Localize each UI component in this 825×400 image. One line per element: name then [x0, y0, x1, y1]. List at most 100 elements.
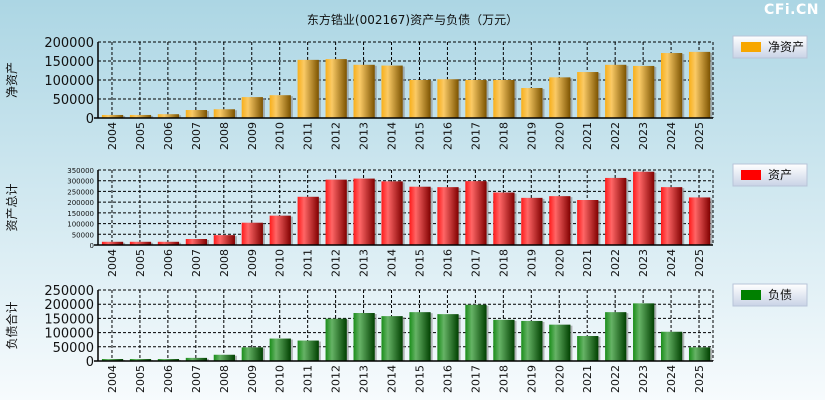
bar-2016: [437, 79, 459, 118]
x-tick-label: 2012: [330, 122, 343, 150]
x-tick-label: 2023: [637, 122, 650, 150]
bar-2025: [688, 347, 711, 361]
x-tick-label: 2017: [469, 122, 482, 150]
x-tick-label: 2018: [497, 365, 510, 393]
bar-2009: [241, 97, 263, 118]
y-tick-label: 0: [90, 242, 94, 250]
x-tick-label: 2013: [358, 249, 371, 277]
x-tick-label: 2004: [106, 249, 119, 277]
bar-2019: [521, 320, 543, 361]
y-tick-label: 250000: [67, 188, 94, 196]
x-tick-label: 2015: [413, 249, 426, 277]
x-tick-label: 2010: [274, 249, 287, 277]
x-tick-label: 2025: [693, 249, 706, 277]
x-tick-label: 2007: [190, 249, 203, 277]
x-tick-label: 2022: [609, 122, 622, 150]
bar-2022: [605, 64, 627, 118]
x-tick-label: 2007: [190, 365, 203, 393]
x-tick-label: 2021: [581, 365, 594, 393]
x-tick-label: 2010: [274, 365, 287, 393]
y-tick-label: 300000: [67, 178, 94, 186]
x-tick-label: 2006: [162, 122, 175, 150]
bar-2009: [241, 347, 263, 361]
y-tick-label: 0: [86, 355, 94, 370]
bar-2014: [381, 316, 403, 361]
x-tick-label: 2008: [218, 122, 231, 150]
x-tick-label: 2014: [386, 249, 399, 277]
bar-2008: [213, 235, 235, 245]
bar-2013: [353, 64, 375, 118]
x-tick-label: 2004: [106, 122, 119, 150]
bar-2006: [157, 241, 180, 245]
bar-2021: [577, 336, 599, 361]
legend-label: 净资产: [768, 40, 804, 54]
y-tick-label: 50000: [53, 341, 94, 356]
y-tick-label: 200000: [67, 199, 94, 207]
y-tick-label: 250000: [44, 284, 94, 299]
bar-2010: [269, 95, 291, 118]
y-tick-label: 150000: [44, 55, 94, 70]
bar-2016: [437, 187, 459, 245]
x-tick-label: 2018: [497, 122, 510, 150]
bar-2020: [549, 196, 571, 245]
y-tick-label: 100000: [44, 327, 94, 342]
y-tick-label: 0: [86, 112, 94, 127]
x-tick-label: 2017: [469, 249, 482, 277]
bar-2005: [129, 359, 152, 361]
bar-2013: [353, 178, 375, 245]
y-tick-label: 50000: [72, 231, 94, 239]
y-tick-label: 100000: [44, 74, 94, 89]
bar-2017: [465, 181, 487, 245]
bar-2020: [549, 77, 571, 118]
x-tick-label: 2015: [413, 365, 426, 393]
bar-2009: [241, 222, 263, 245]
bar-2020: [549, 324, 571, 361]
bar-2005: [129, 241, 152, 245]
x-tick-label: 2008: [218, 249, 231, 277]
bar-2024: [661, 331, 683, 361]
chart-title: 东方锆业(002167)资产与负债（万元）: [306, 13, 519, 27]
x-tick-label: 2025: [693, 365, 706, 393]
bar-2007: [185, 239, 208, 245]
bar-2011: [297, 196, 319, 245]
bar-2012: [325, 59, 347, 118]
x-tick-label: 2016: [441, 249, 454, 277]
bar-2024: [661, 53, 683, 118]
legend-label: 资产: [768, 168, 792, 182]
bar-2025: [688, 51, 711, 118]
x-tick-label: 2019: [525, 122, 538, 150]
x-tick-label: 2009: [246, 122, 259, 150]
x-tick-label: 2011: [302, 249, 315, 277]
x-tick-label: 2013: [358, 122, 371, 150]
legend: 资产: [732, 163, 808, 187]
bar-2005: [129, 114, 152, 118]
x-tick-label: 2025: [693, 122, 706, 150]
y-tick-label: 350000: [67, 167, 94, 175]
y-axis-label: 负债合计: [4, 301, 19, 349]
panel-1: 0 50000 100000 150000 200000 250000 300000 3500…: [5, 163, 808, 277]
bar-2022: [605, 312, 627, 361]
bar-2022: [605, 177, 627, 245]
y-tick-label: 200000: [44, 298, 94, 313]
x-tick-label: 2014: [386, 122, 399, 150]
x-tick-label: 2016: [441, 365, 454, 393]
x-tick-label: 2012: [330, 249, 343, 277]
x-tick-label: 2024: [665, 249, 678, 277]
x-tick-label: 2011: [302, 122, 315, 150]
bar-2023: [633, 171, 655, 245]
legend: 负债: [732, 283, 808, 307]
x-tick-label: 2016: [441, 122, 454, 150]
x-tick-label: 2023: [637, 365, 650, 393]
y-tick-label: 50000: [53, 93, 94, 108]
x-tick-label: 2010: [274, 122, 287, 150]
bar-2011: [297, 340, 319, 361]
x-tick-label: 2012: [330, 365, 343, 393]
legend-label: 负债: [768, 288, 792, 302]
x-tick-label: 2004: [106, 365, 119, 393]
bar-2019: [521, 87, 543, 118]
bar-2017: [465, 304, 487, 361]
x-tick-label: 2020: [553, 365, 566, 393]
x-tick-label: 2017: [469, 365, 482, 393]
bar-2024: [661, 187, 683, 245]
